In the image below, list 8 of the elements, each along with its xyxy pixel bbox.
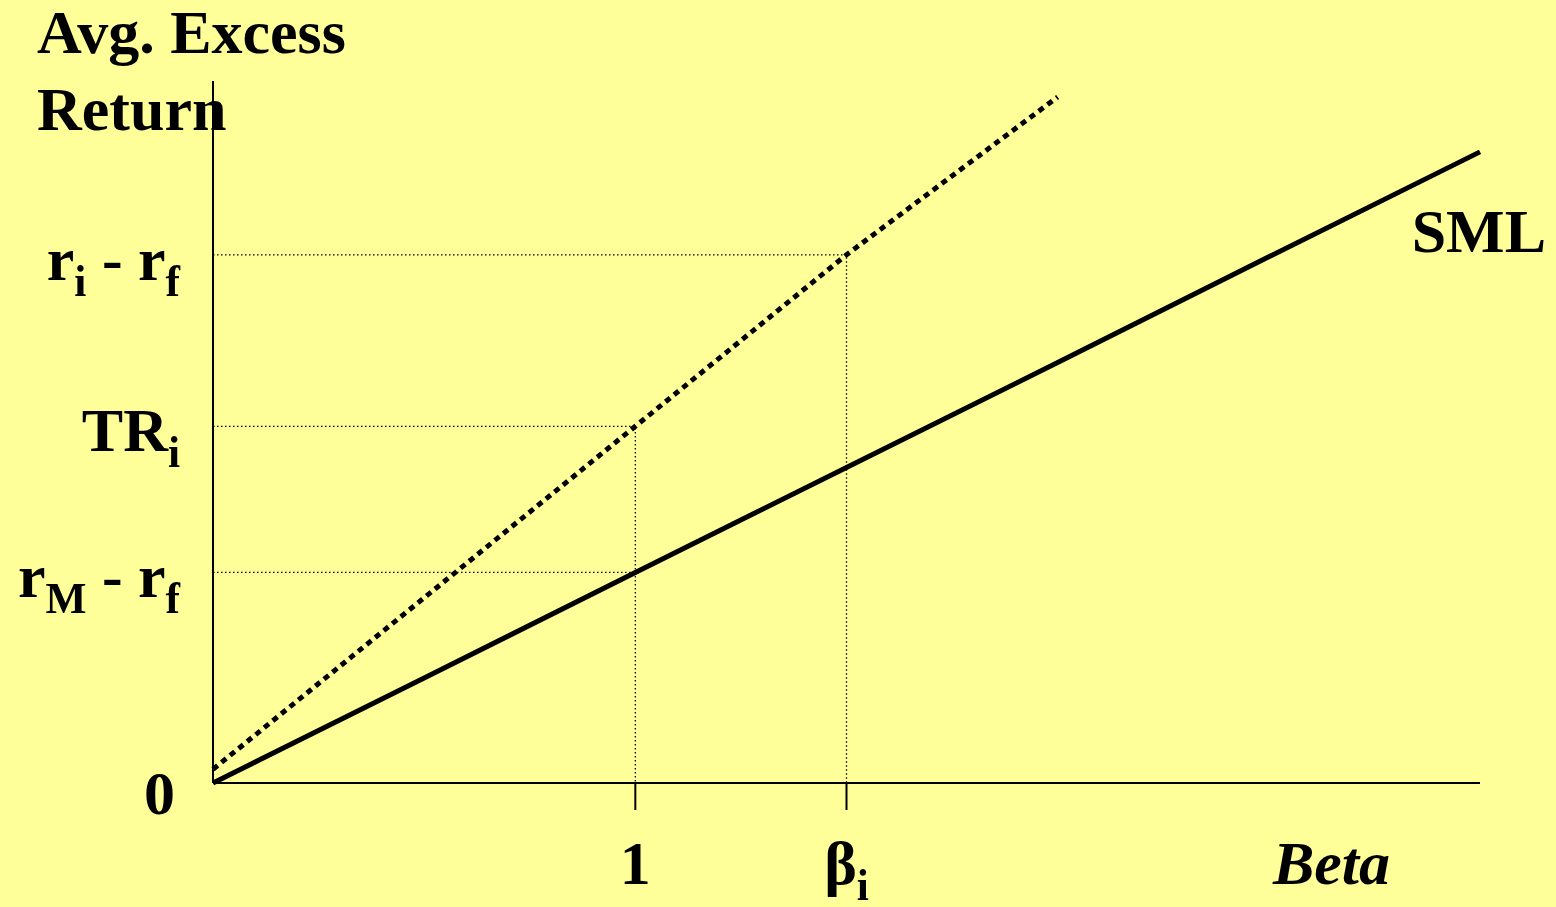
text: 0 <box>144 759 175 827</box>
x-axis-title: Beta <box>1271 829 1390 897</box>
text: r$_{i}$ - r$_{f}$ <box>46 224 181 305</box>
text: TR$_{i}$ <box>81 396 180 477</box>
series-label: SML <box>1411 196 1546 265</box>
x-tick-label: β$_{i}$ <box>824 829 869 907</box>
text: r$_{M}$ - r$_{f}$ <box>17 542 181 623</box>
x-tick-label: 1 <box>619 829 651 897</box>
